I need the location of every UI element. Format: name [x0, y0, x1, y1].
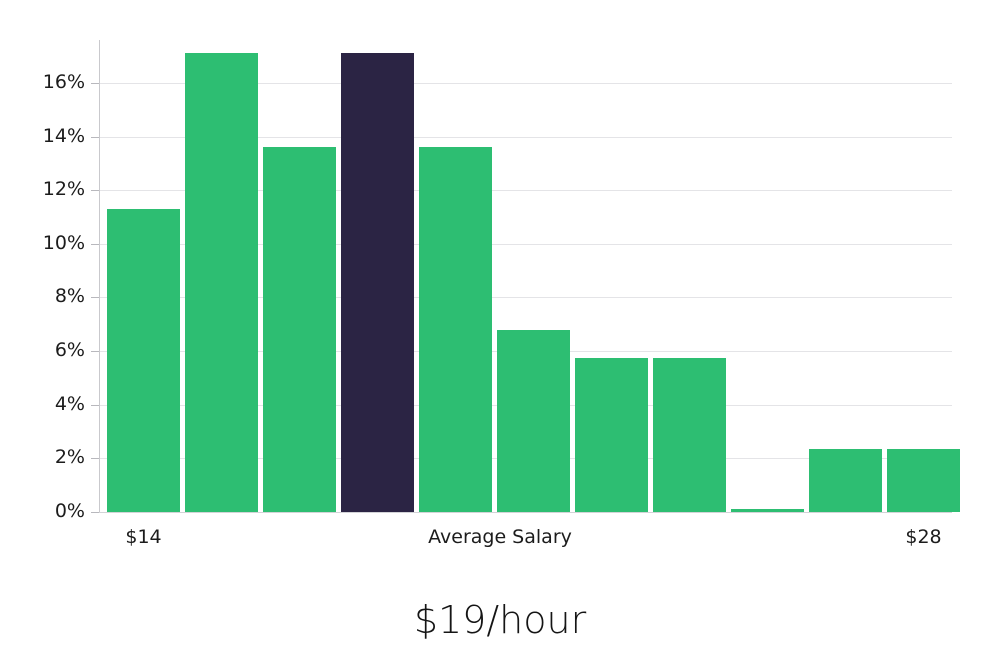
plot-area	[99, 40, 960, 512]
bar	[653, 357, 726, 512]
y-axis-tick-label: 2%	[54, 446, 85, 469]
y-axis-tick-label: 10%	[42, 231, 85, 254]
bar	[419, 147, 492, 512]
bar	[731, 509, 804, 512]
y-axis-tick-mark	[91, 351, 99, 353]
gridline	[99, 82, 952, 84]
x-axis-spine	[99, 512, 952, 513]
bars-group	[99, 40, 960, 512]
y-axis-tick-label: 0%	[54, 500, 85, 522]
gridline	[99, 297, 952, 299]
bar	[107, 208, 180, 512]
y-axis-tick-mark	[91, 512, 99, 513]
y-axis-tick-label: 16%	[42, 70, 85, 93]
y-axis-tick-mark	[91, 458, 99, 460]
y-axis-tick-label: 14%	[42, 124, 85, 147]
bar	[341, 53, 414, 512]
y-axis-tick-label: 4%	[54, 392, 85, 415]
y-axis-spine	[99, 40, 100, 513]
gridline	[99, 190, 952, 192]
bar	[263, 147, 336, 512]
y-axis-tick-mark	[91, 190, 99, 192]
bar	[575, 357, 648, 512]
y-axis-tick-mark	[91, 297, 99, 299]
y-axis-tick-mark	[91, 136, 99, 138]
y-axis-tick-mark	[91, 404, 99, 406]
y-axis-tick-mark	[91, 82, 99, 84]
bar	[185, 53, 258, 512]
gridline	[99, 136, 952, 138]
x-axis-tick-label-left: $14	[125, 526, 162, 548]
y-axis-tick-label: 8%	[54, 285, 85, 308]
y-axis-tick-label: 6%	[54, 339, 85, 362]
x-axis-tick-label-right: $28	[905, 526, 942, 548]
y-axis-tick-label: 12%	[42, 178, 85, 201]
bar	[809, 448, 882, 512]
chart-caption: $19/hour	[413, 598, 587, 642]
bar	[497, 329, 570, 512]
y-axis-tick-mark	[91, 243, 99, 245]
gridline	[99, 243, 952, 245]
x-axis-title: Average Salary	[428, 526, 572, 548]
bar	[887, 448, 960, 512]
